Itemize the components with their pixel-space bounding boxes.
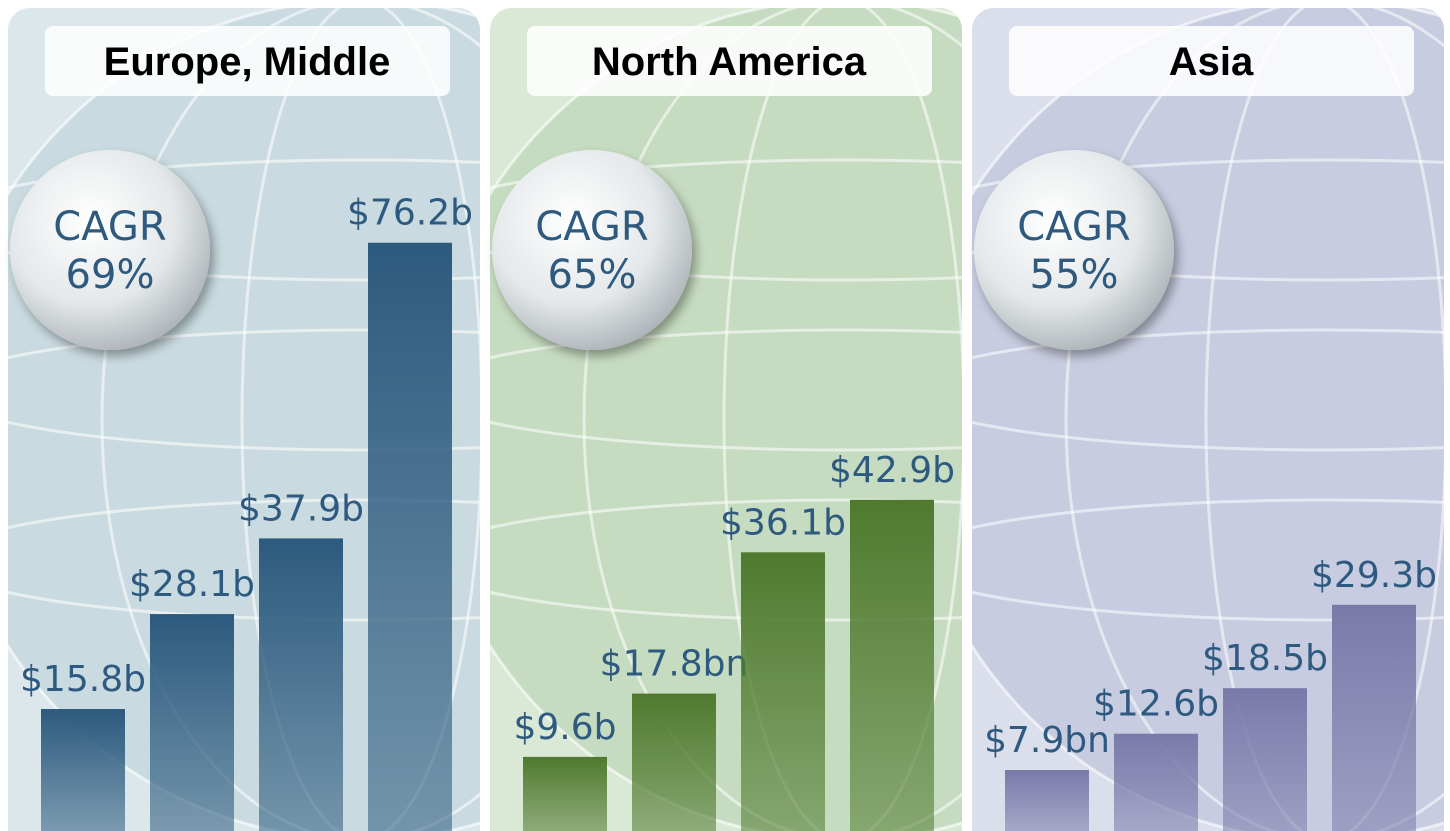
value-label: $28.1b: [129, 564, 255, 605]
globe-line: [8, 328, 480, 452]
globe-line: [8, 498, 480, 622]
value-label: $29.3b: [1311, 555, 1437, 596]
value-label: $7.9bn: [984, 720, 1110, 761]
cagr-text: CAGR: [53, 204, 166, 250]
cagr-ball: [492, 150, 692, 350]
value-label: $37.9b: [238, 488, 364, 529]
value-label: $9.6b: [513, 707, 616, 748]
panel-title: Asia: [1169, 40, 1254, 84]
cagr-text: CAGR: [1017, 204, 1130, 250]
globe-line: [1204, 8, 1444, 831]
value-label: $17.8bn: [600, 644, 749, 685]
cagr-text: 69%: [66, 252, 155, 298]
title-box: [527, 26, 932, 96]
globe-line: [490, 328, 962, 452]
globe-line: [490, 498, 962, 622]
globe-line: [100, 8, 480, 831]
panel-title: North America: [592, 40, 867, 84]
title-box: [45, 26, 450, 96]
globe-line: [1064, 8, 1444, 831]
bar: [632, 693, 716, 831]
value-label: $15.8b: [20, 659, 146, 700]
globe-line: [972, 498, 1444, 622]
cagr-text: CAGR: [535, 204, 648, 250]
value-label: $76.2b: [347, 193, 473, 234]
globe-line: [972, 158, 1444, 282]
globe-line: [240, 8, 480, 831]
cagr-ball: [974, 150, 1174, 350]
title-box: [1009, 26, 1414, 96]
cagr-text: 65%: [548, 252, 637, 298]
bar: [41, 709, 125, 831]
globe-line: [490, 158, 962, 282]
bar: [523, 756, 607, 831]
globe-line: [582, 8, 962, 831]
globe-line: [972, 328, 1444, 452]
globe-line: [722, 8, 962, 831]
bar: [741, 552, 825, 831]
bar: [1005, 770, 1089, 831]
cagr-text: 55%: [1030, 252, 1119, 298]
bar: [1223, 688, 1307, 831]
bar: [259, 538, 343, 831]
panel-title: Europe, Middle: [104, 40, 391, 84]
value-label: $18.5b: [1202, 638, 1328, 679]
value-label: $36.1b: [720, 502, 846, 543]
cagr-ball: [10, 150, 210, 350]
value-label: $42.9b: [829, 450, 955, 491]
bar: [1332, 604, 1416, 831]
bar: [368, 242, 452, 831]
value-label: $12.6b: [1093, 684, 1219, 725]
bar: [850, 499, 934, 831]
bar: [1114, 733, 1198, 831]
bar: [150, 614, 234, 831]
globe-line: [8, 158, 480, 282]
